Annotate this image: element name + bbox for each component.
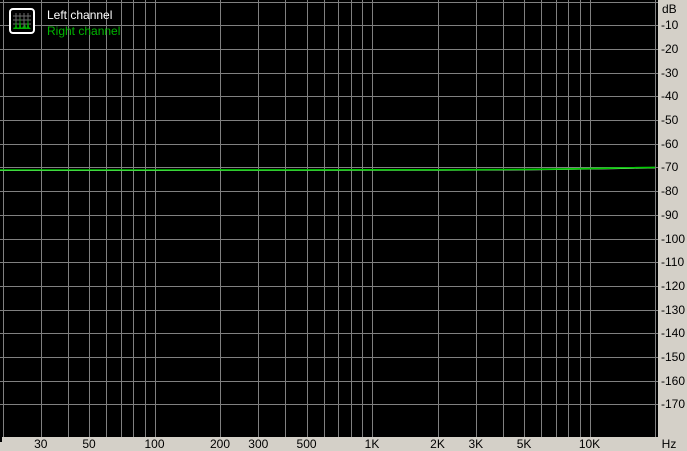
x-tick-label: 30 (34, 437, 48, 451)
y-tick-label: -70 (661, 160, 679, 175)
x-axis-unit-label: Hz (661, 437, 677, 451)
legend-left-channel-label: Left channel (47, 8, 113, 22)
x-tick-label: 100 (144, 437, 165, 451)
x-tick-label: 50 (82, 437, 96, 451)
legend-right-channel-label: Right channel (47, 24, 121, 38)
y-tick-label: -170 (661, 397, 686, 412)
y-tick-label: -10 (661, 18, 679, 33)
y-tick-label: -30 (661, 65, 679, 80)
spectrum-icon (9, 8, 35, 34)
legend-labels: Left channel Right channel (47, 7, 120, 39)
frequency-response-chart (0, 0, 658, 437)
y-tick-label: -130 (661, 302, 686, 317)
y-tick-label: -140 (661, 326, 686, 341)
y-tick-label: -80 (661, 184, 679, 199)
y-tick-label: -100 (661, 231, 686, 246)
x-tick-label: 1K (364, 437, 380, 451)
plot-area: Left channel Right channel (0, 0, 658, 437)
y-tick-label: -20 (661, 41, 679, 56)
y-tick-label: -150 (661, 350, 686, 364)
trace-right-channel (0, 166, 656, 171)
x-axis-panel: Hz 30 50 100 200 300 500 1K 2K 3K 5K 10K (0, 437, 687, 451)
x-tick-label: 300 (248, 437, 269, 451)
y-tick-label: -120 (661, 278, 686, 293)
y-tick-label: -110 (661, 255, 685, 270)
x-tick-label: 500 (296, 437, 317, 451)
y-axis-unit-label: dB (662, 2, 677, 16)
legend: Left channel Right channel (9, 7, 120, 39)
x-tick-label: 2K (430, 437, 445, 451)
axis-corner-tick (0, 437, 2, 442)
y-tick-label: -40 (661, 89, 679, 104)
y-tick-label: -50 (661, 113, 679, 127)
y-tick-label: -90 (661, 207, 679, 222)
x-tick-label: 5K (516, 437, 532, 451)
y-axis-panel: dB -10 -20 -30 -40 -50 -60 -70 -80 -90 -100 -110 -1… (658, 0, 687, 437)
x-tick-label: 200 (209, 437, 231, 451)
x-tick-label: 3K (468, 437, 484, 451)
x-tick-label: 10K (578, 437, 601, 451)
y-tick-label: -60 (661, 136, 679, 151)
y-tick-label: -160 (661, 373, 686, 388)
